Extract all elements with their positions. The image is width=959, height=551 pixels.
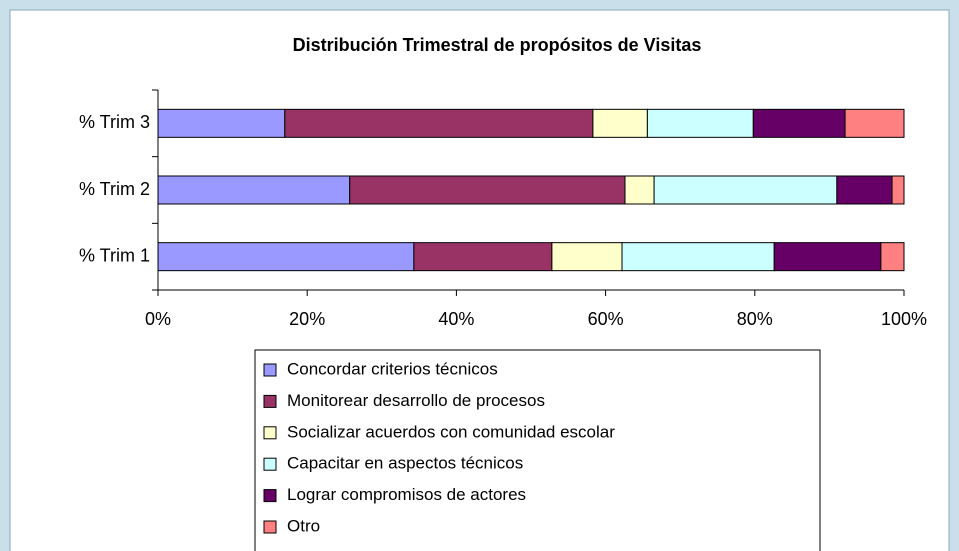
- bar-segment: [880, 242, 905, 272]
- bar-segment: [624, 175, 655, 205]
- legend-label: Monitorear desarrollo de procesos: [287, 391, 545, 410]
- legend-swatch: [263, 489, 277, 503]
- bar-segment: [773, 242, 882, 272]
- bar-segment: [551, 242, 623, 272]
- bar-segment: [653, 175, 838, 205]
- x-tick-label: 20%: [289, 309, 325, 329]
- legend-swatch: [263, 457, 277, 471]
- bar-segment: [891, 175, 905, 205]
- bar-segment: [836, 175, 893, 205]
- x-tick-label: 40%: [438, 309, 474, 329]
- legend-swatch: [263, 426, 277, 440]
- x-tick-label: 100%: [881, 309, 927, 329]
- bar-segment: [413, 242, 553, 272]
- bar-segment: [592, 108, 648, 138]
- x-tick-label: 80%: [737, 309, 773, 329]
- bar-segment: [621, 242, 775, 272]
- y-tick-label: % Trim 1: [79, 245, 150, 265]
- y-tick-label: % Trim 2: [79, 179, 150, 199]
- y-tick-label: % Trim 3: [79, 112, 150, 132]
- legend-swatch: [263, 363, 277, 377]
- bar-segment: [752, 108, 846, 138]
- bar-segment: [646, 108, 754, 138]
- bar-segment: [157, 108, 286, 138]
- bar-segment: [157, 175, 351, 205]
- bar-segment: [284, 108, 594, 138]
- bar-segment: [349, 175, 626, 205]
- x-tick-label: 60%: [588, 309, 624, 329]
- bar-segment: [844, 108, 905, 138]
- legend-label: Lograr compromisos de actores: [287, 485, 526, 504]
- x-tick-label: 0%: [145, 309, 171, 329]
- legend-swatch: [263, 394, 277, 408]
- chart-title: Distribución Trimestral de propósitos de…: [293, 35, 702, 55]
- legend-label: Socializar acuerdos con comunidad escola…: [287, 422, 615, 441]
- legend-box: [254, 349, 821, 551]
- legend-label: Capacitar en aspectos técnicos: [287, 454, 523, 473]
- bar-segment: [157, 242, 415, 272]
- legend-label: Otro: [287, 516, 320, 535]
- legend-swatch: [263, 520, 277, 534]
- legend-label: Concordar criterios técnicos: [287, 359, 498, 378]
